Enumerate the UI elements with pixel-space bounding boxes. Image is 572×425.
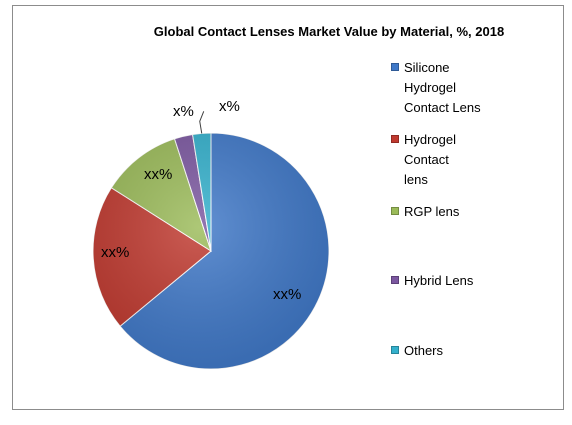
slice-label: x% bbox=[219, 98, 240, 115]
legend-label: Hybrid Lens bbox=[404, 273, 474, 288]
legend-item-others: Others bbox=[391, 341, 504, 361]
legend-item-silicone-hydrogel: Silicone Hydrogel Contact Lens bbox=[391, 58, 504, 118]
legend-swatch bbox=[391, 346, 399, 354]
legend-swatch bbox=[391, 135, 399, 143]
legend-label: RGP lens bbox=[404, 204, 460, 219]
legend-swatch bbox=[391, 276, 399, 284]
legend-swatch bbox=[391, 207, 399, 215]
legend-item-rgp: RGP lens bbox=[391, 202, 504, 222]
slice-label: x% bbox=[173, 103, 194, 120]
leader-line bbox=[199, 111, 205, 134]
legend-swatch bbox=[391, 63, 399, 71]
legend-label: Silicone Hydrogel Contact Lens bbox=[404, 60, 481, 115]
legend-label: Others bbox=[404, 343, 444, 358]
slice-label: xx% bbox=[101, 244, 130, 261]
slice-label: xx% bbox=[273, 286, 302, 303]
chart-frame: Global Contact Lenses Market Value by Ma… bbox=[12, 5, 564, 410]
legend-item-hybrid: Hybrid Lens bbox=[391, 271, 504, 291]
legend-item-hydrogel: Hydrogel Contact lens bbox=[391, 130, 504, 190]
slice-label: xx% bbox=[144, 166, 173, 183]
chart-title: Global Contact Lenses Market Value by Ma… bbox=[153, 24, 505, 39]
legend-label: Hydrogel Contact lens bbox=[404, 132, 457, 187]
